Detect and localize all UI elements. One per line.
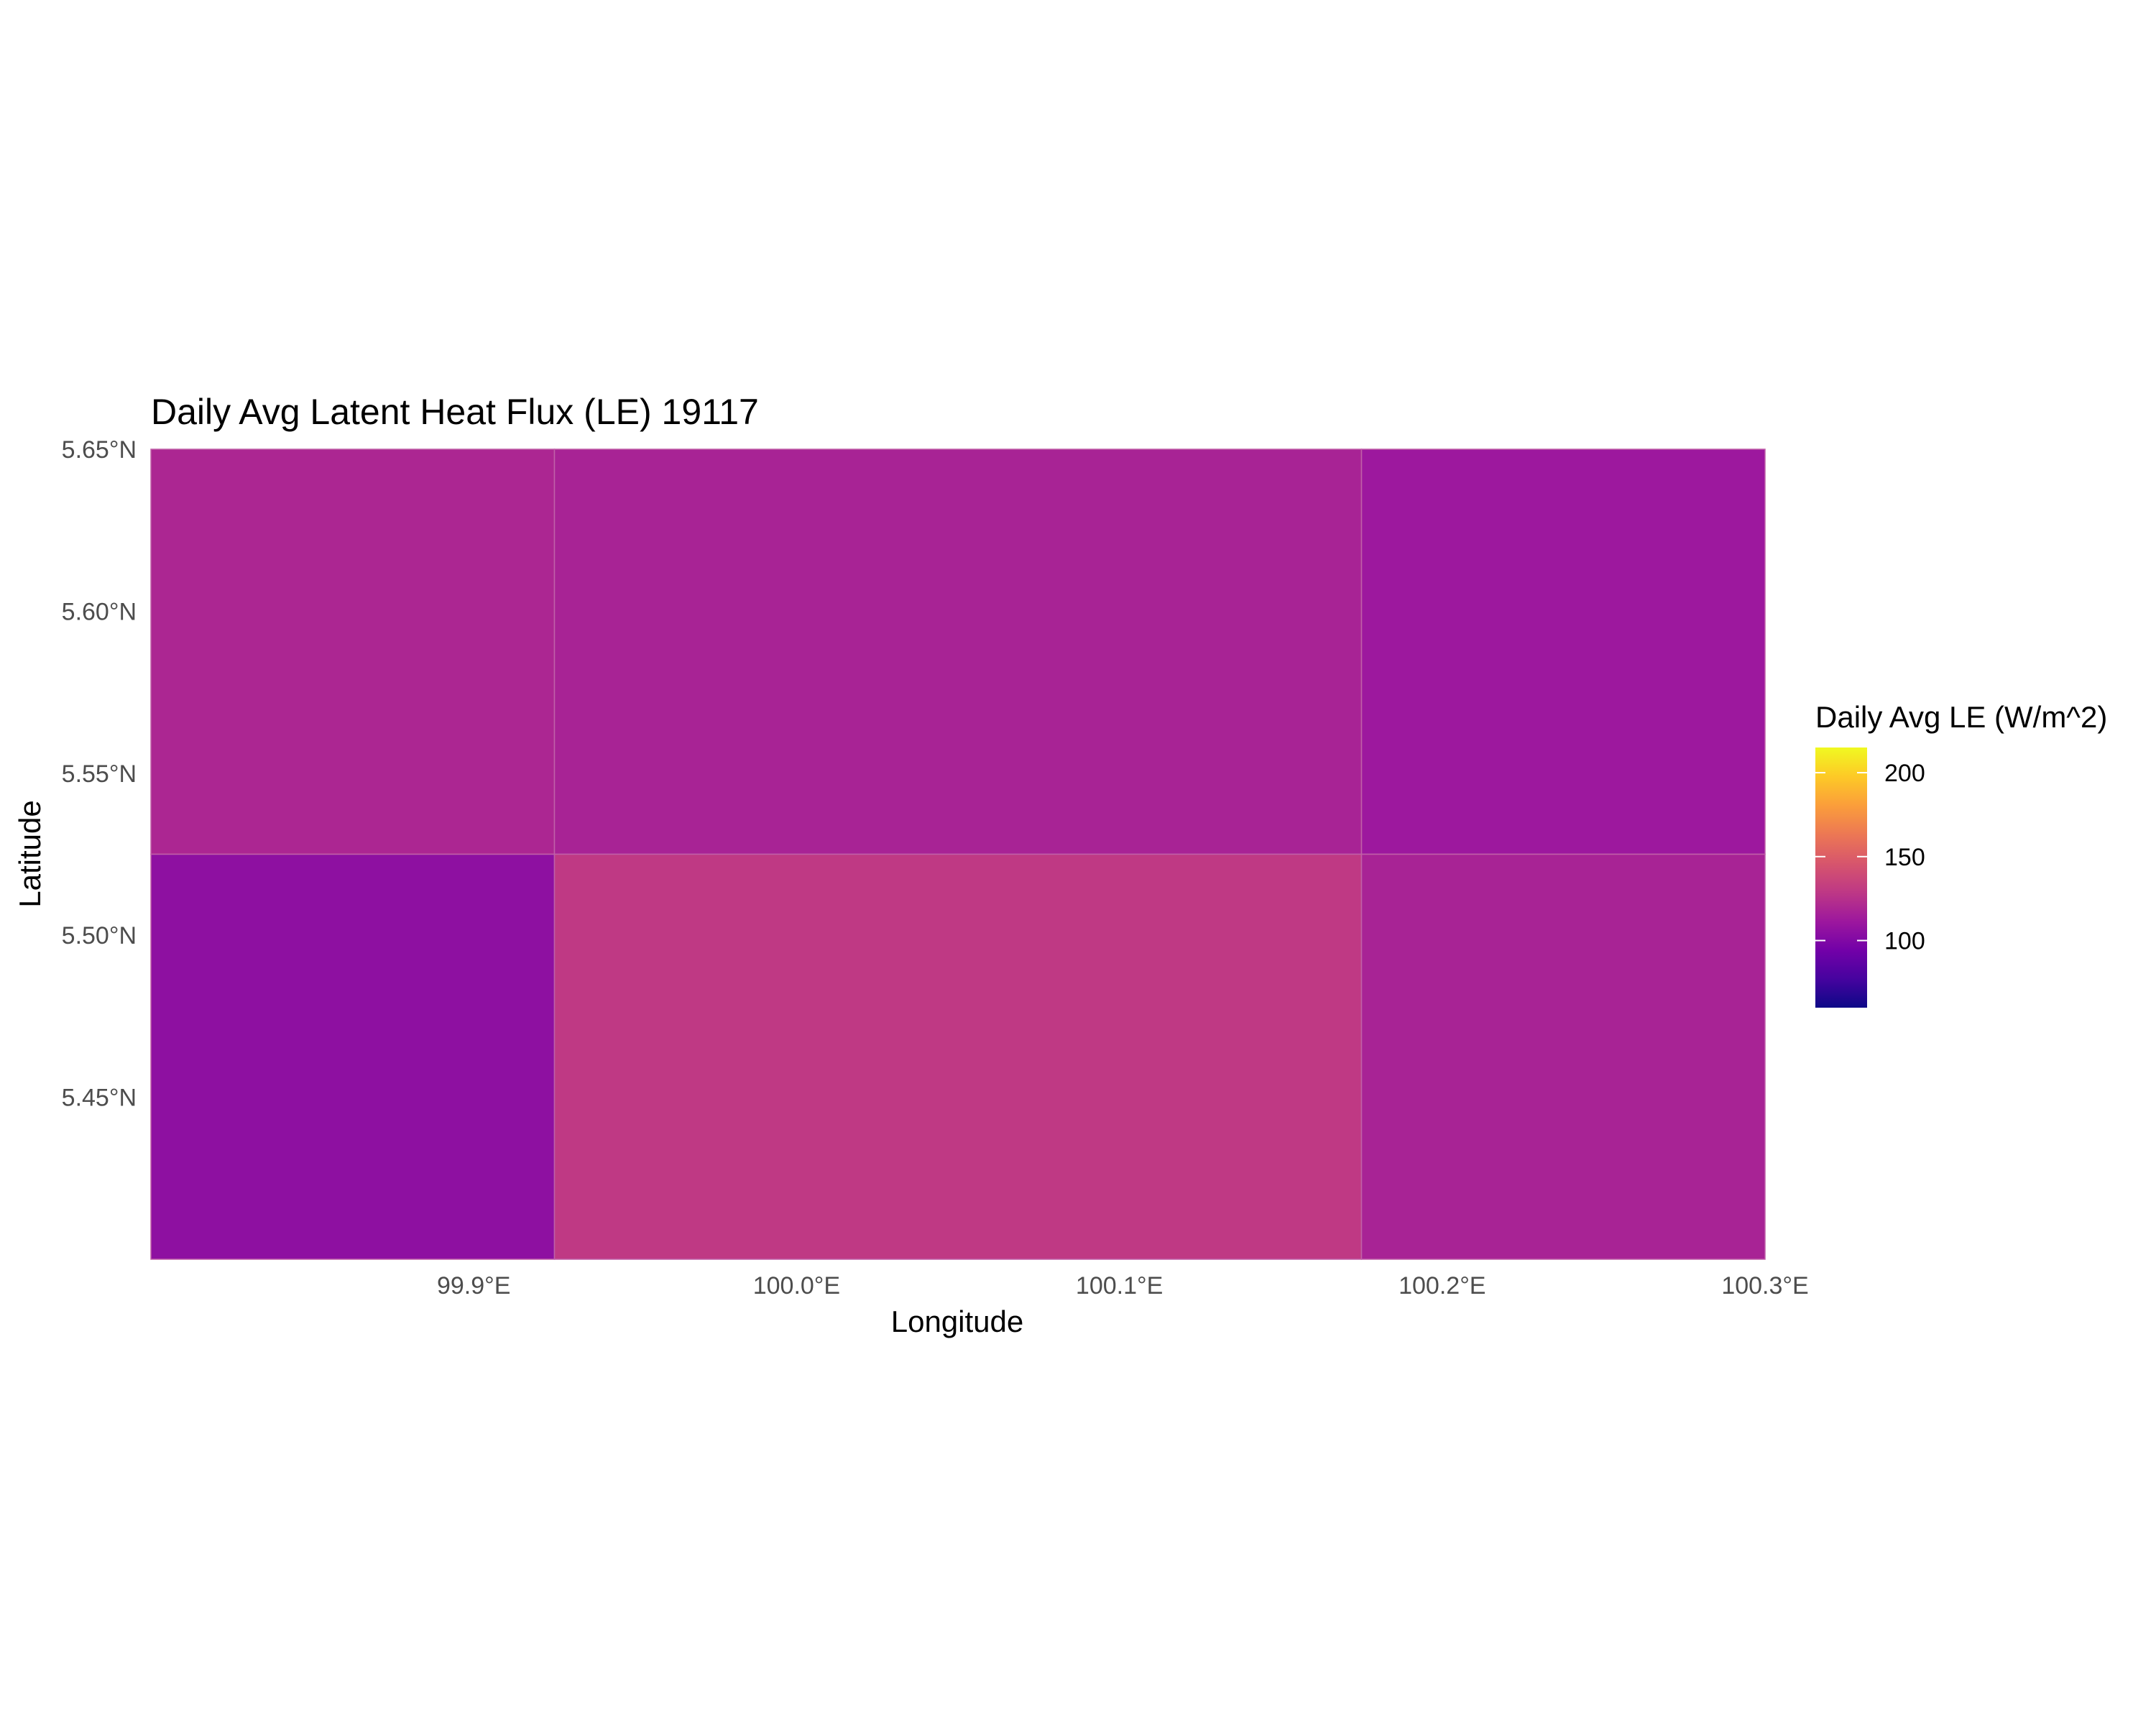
heatmap-cell [553, 853, 1363, 1260]
y-tick-label: 5.65°N [62, 436, 137, 464]
legend-title: Daily Avg LE (W/m^2) [1815, 700, 2107, 734]
y-tick-label: 5.45°N [62, 1085, 137, 1112]
heatmap-cell [150, 448, 556, 855]
heatmap-cells [150, 448, 1766, 1260]
legend-colorbar [1815, 748, 1867, 1008]
heatmap-cell [1360, 448, 1766, 855]
x-tick-label: 100.0°E [753, 1272, 840, 1300]
y-tick-label: 5.50°N [62, 922, 137, 949]
x-tick-label: 100.3°E [1721, 1272, 1808, 1300]
legend: Daily Avg LE (W/m^2) 100 150 200 [1815, 700, 2107, 1008]
x-tick-label: 100.1°E [1076, 1272, 1163, 1300]
y-tick-label: 5.60°N [62, 598, 137, 625]
heatmap-cell [1360, 853, 1766, 1260]
legend-tick-label: 100 [1884, 928, 1925, 955]
heatmap-cell [150, 853, 556, 1260]
y-axis-ticks: 5.45°N 5.50°N 5.55°N 5.60°N 5.65°N [62, 436, 137, 1112]
heatmap-cell [553, 448, 1363, 855]
legend-ticks: 100 150 200 [1815, 760, 1925, 955]
x-axis-title: Longitude [891, 1305, 1024, 1338]
x-axis-ticks: 99.9°E 100.0°E 100.1°E 100.2°E 100.3°E [437, 1272, 1809, 1300]
legend-tick-label: 150 [1884, 844, 1925, 871]
x-tick-label: 100.2°E [1399, 1272, 1485, 1300]
chart-title: Daily Avg Latent Heat Flux (LE) 19117 [151, 392, 759, 432]
legend-tick-label: 200 [1884, 760, 1925, 787]
y-axis-title: Latitude [13, 800, 47, 907]
y-tick-label: 5.55°N [62, 760, 137, 788]
x-tick-label: 99.9°E [437, 1272, 510, 1300]
